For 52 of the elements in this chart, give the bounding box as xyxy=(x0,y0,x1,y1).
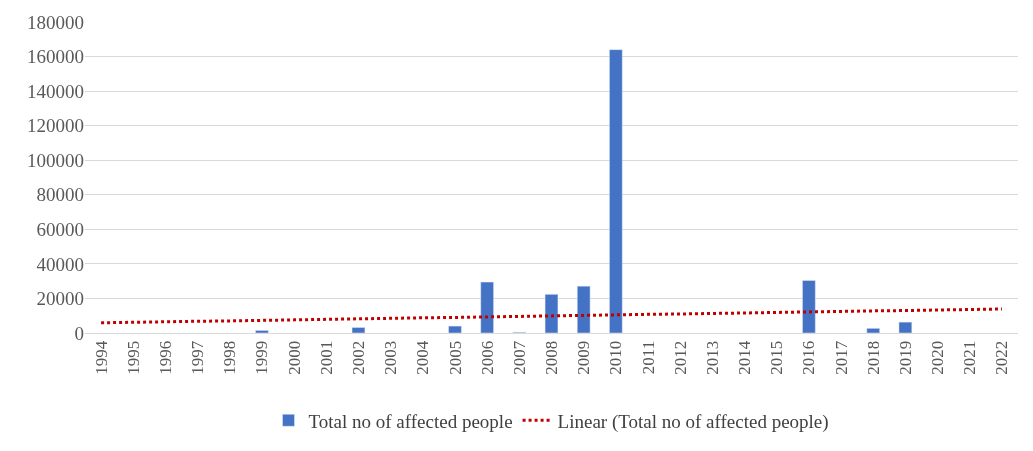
y-tick-label: 80000 xyxy=(36,184,84,206)
x-tick-label: 2013 xyxy=(702,340,722,375)
x-tick-label: 1999 xyxy=(252,340,272,375)
bar xyxy=(802,280,816,333)
x-tick-label: 2022 xyxy=(992,340,1012,375)
x-tick-label: 2012 xyxy=(670,340,690,375)
x-tick-label: 2002 xyxy=(348,340,368,375)
y-tick-label: 20000 xyxy=(36,288,84,310)
legend-label: Total no of affected people xyxy=(308,410,513,432)
y-tick-label: 0 xyxy=(74,322,84,344)
y-tick-label: 180000 xyxy=(27,11,84,33)
bar xyxy=(351,327,366,333)
x-tick-label: 1995 xyxy=(123,340,143,375)
x-tick-label: 2008 xyxy=(542,340,562,375)
x-tick-label: 2016 xyxy=(799,340,819,375)
x-tick-label: 2007 xyxy=(509,340,529,375)
x-tick-label: 1994 xyxy=(91,340,111,375)
x-tick-label: 1998 xyxy=(220,340,240,375)
bar xyxy=(544,294,559,333)
x-tick-label: 2006 xyxy=(477,340,497,375)
x-tick-label: 2015 xyxy=(767,340,787,375)
x-tick-label: 2018 xyxy=(863,340,883,375)
x-tick-label: 1996 xyxy=(155,340,175,375)
y-tick-label: 140000 xyxy=(27,80,84,102)
x-tick-label: 2004 xyxy=(413,340,433,375)
y-tick-label: 120000 xyxy=(27,115,84,137)
x-tick-label: 2021 xyxy=(960,340,980,375)
x-tick-label: 2009 xyxy=(574,340,594,375)
bar xyxy=(448,325,462,333)
x-tick-label: 2011 xyxy=(638,340,658,375)
y-tick-label: 60000 xyxy=(36,218,84,240)
x-tick-label: 2003 xyxy=(381,340,401,375)
bar xyxy=(898,321,913,333)
y-tick-label: 100000 xyxy=(27,149,84,171)
legend-label: Linear (Total no of affected people) xyxy=(557,410,829,433)
x-tick-label: 2019 xyxy=(895,340,915,375)
bar xyxy=(576,285,591,333)
y-tick-label: 160000 xyxy=(27,46,84,68)
bar xyxy=(866,328,880,333)
x-tick-label: 2020 xyxy=(928,340,948,375)
y-tick-label: 40000 xyxy=(36,253,84,275)
x-tick-label: 2010 xyxy=(606,340,626,375)
bar xyxy=(609,49,623,333)
bar xyxy=(255,330,269,333)
x-tick-label: 2001 xyxy=(316,340,336,375)
x-tick-label: 1997 xyxy=(188,340,208,375)
bar xyxy=(480,281,494,333)
x-tick-label: 2005 xyxy=(445,340,465,375)
line-series xyxy=(99,307,1004,325)
x-tick-label: 2000 xyxy=(284,340,304,375)
x-tick-label: 2017 xyxy=(831,340,851,375)
x-tick-label: 2014 xyxy=(735,340,755,375)
